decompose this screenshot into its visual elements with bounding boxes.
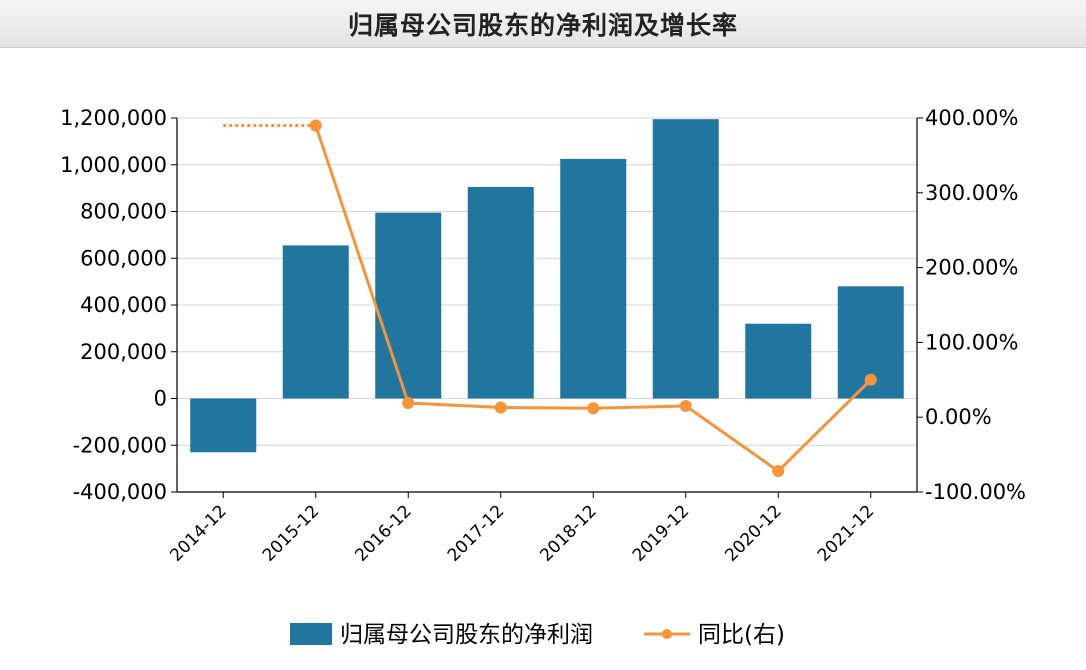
line-point[interactable]	[494, 401, 507, 414]
y-left-tick-label: 1,200,000	[60, 106, 167, 130]
legend-bar-swatch	[290, 623, 332, 645]
line-point[interactable]	[402, 396, 415, 409]
legend-line-marker	[662, 629, 672, 639]
y-left-tick-label: -200,000	[73, 433, 167, 457]
x-tick-label: 2015-12	[259, 501, 323, 565]
bar[interactable]	[560, 158, 627, 399]
y-right-tick-label: 100.00%	[925, 330, 1018, 354]
x-tick-label: 2018-12	[536, 501, 600, 565]
line-series	[223, 119, 877, 478]
bar[interactable]	[745, 323, 812, 399]
line-point[interactable]	[309, 119, 322, 132]
chart-title: 归属母公司股东的净利润及增长率	[347, 10, 738, 40]
line-point[interactable]	[679, 399, 692, 412]
y-right-tick-label: 200.00%	[925, 256, 1018, 280]
y-left-tick-label: -400,000	[73, 480, 167, 504]
y-right-tick-label: 300.00%	[925, 181, 1018, 205]
line-point[interactable]	[772, 465, 785, 478]
chart-title-bar: 归属母公司股东的净利润及增长率	[0, 0, 1086, 48]
bar[interactable]	[467, 186, 534, 399]
x-tick-label: 2021-12	[814, 501, 878, 565]
y-right-tick-label: 0.00%	[925, 405, 992, 429]
y-right-tick-label: -100.00%	[925, 480, 1026, 504]
axes	[171, 117, 923, 498]
y-left-tick-label: 800,000	[80, 200, 167, 224]
y-left-tick-label: 600,000	[80, 246, 167, 270]
bar[interactable]	[282, 245, 349, 399]
x-tick-label: 2014-12	[166, 501, 230, 565]
legend-bar-label: 归属母公司股东的净利润	[340, 622, 593, 648]
x-tick-label: 2019-12	[629, 501, 693, 565]
y-left-tick-label: 0	[154, 387, 167, 411]
line-point[interactable]	[587, 402, 600, 415]
bar[interactable]	[652, 119, 719, 399]
y-left-tick-label: 1,000,000	[60, 153, 167, 177]
x-tick-label: 2020-12	[721, 501, 785, 565]
x-tick-label: 2017-12	[444, 501, 508, 565]
bar-series	[190, 119, 904, 453]
legend: 归属母公司股东的净利润 同比(右)	[290, 622, 785, 648]
y-right-tick-label: 400.00%	[925, 106, 1018, 130]
y-left-tick-label: 400,000	[80, 293, 167, 317]
bar[interactable]	[375, 212, 442, 399]
x-tick-label: 2016-12	[351, 501, 415, 565]
line-point[interactable]	[864, 373, 877, 386]
y-left-tick-label: 200,000	[80, 340, 167, 364]
legend-line-label: 同比(右)	[698, 622, 785, 648]
bar[interactable]	[190, 398, 257, 453]
